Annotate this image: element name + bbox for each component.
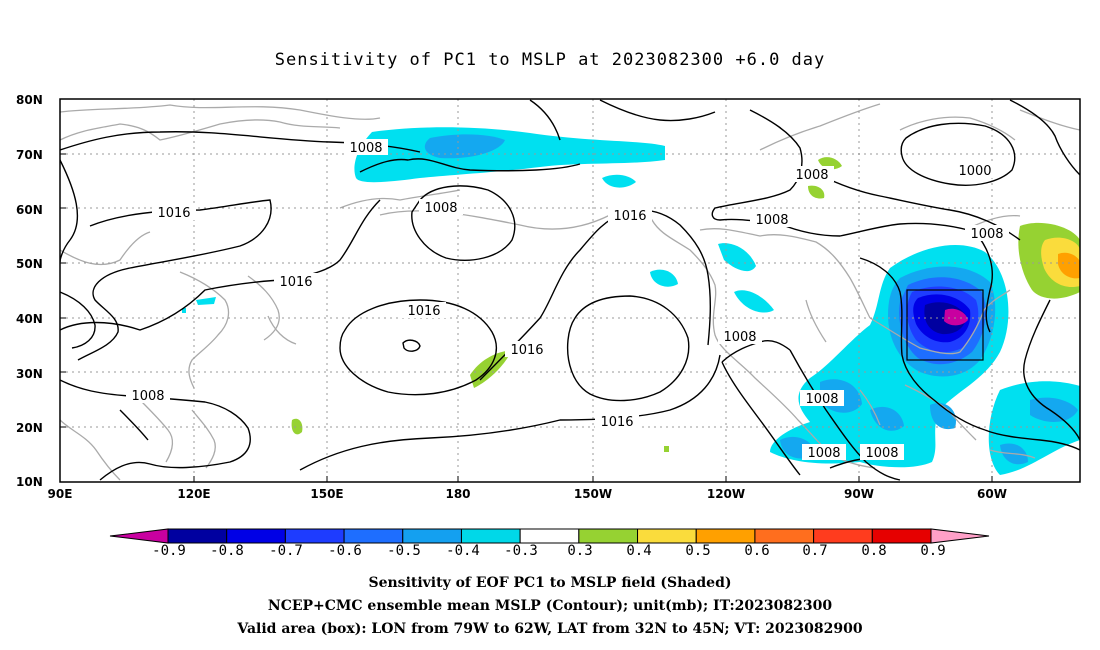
colorbar-cell: [813, 528, 873, 544]
isobar-label: 1016: [279, 275, 312, 290]
isobar-labels: 1008 1016 1008 1016 1016 1016 1016 1008 …: [126, 139, 1009, 461]
colorbar-label: -0.3: [504, 543, 538, 559]
colorbar-cell: [695, 528, 756, 544]
lon-label-90w: 90W: [844, 487, 874, 501]
isobar-label: 1008: [723, 330, 756, 345]
colorbar-label: 0.4: [626, 543, 652, 559]
isobar-label: 1016: [613, 209, 646, 224]
caption-contour: NCEP+CMC ensemble mean MSLP (Contour); u…: [267, 598, 833, 614]
colorbar-label: -0.8: [210, 543, 244, 559]
lon-label-180: 180: [445, 487, 471, 501]
isobar-label: 1016: [600, 415, 633, 430]
lon-label-120e: 120E: [177, 487, 211, 501]
isobar-label: 1008: [970, 227, 1003, 242]
isobar-label: 1016: [157, 206, 190, 221]
isobar-label: 1008: [755, 213, 788, 228]
valid-area-box: [906, 289, 984, 361]
colorbar-cell: [519, 528, 580, 544]
colorbar-label: 0.6: [744, 543, 770, 559]
coastlines: [60, 103, 1080, 481]
lat-label-50n: 50N: [16, 257, 43, 271]
colorbar-cell: [460, 528, 521, 544]
lon-label-60w: 60W: [977, 487, 1007, 501]
colorbar-label: 0.9: [920, 543, 946, 559]
lon-label-150e: 150E: [310, 487, 344, 501]
lat-label-80n: 80N: [16, 93, 43, 107]
colorbar: [109, 528, 990, 544]
colorbar-label: 0.3: [567, 543, 593, 559]
lon-label-120w: 120W: [706, 487, 746, 501]
axis-ticks: [60, 98, 993, 483]
isobar-label: 1008: [865, 446, 898, 461]
lon-label-90e: 90E: [47, 487, 73, 501]
colorbar-label: -0.5: [387, 543, 421, 559]
caption-shaded: Sensitivity of EOF PC1 to MSLP field (Sh…: [368, 575, 732, 591]
colorbar-cell: [226, 528, 286, 544]
colorbar-label: -0.7: [269, 543, 303, 559]
lon-label-150w: 150W: [573, 487, 613, 501]
colorbar-under-arrow: [109, 528, 169, 544]
isobar-label: 1000: [958, 164, 991, 179]
colorbar-cell: [343, 528, 404, 544]
colorbar-cell: [284, 528, 345, 544]
lat-label-40n: 40N: [16, 312, 43, 326]
colorbar-cell: [167, 528, 228, 544]
lat-label-70n: 70N: [16, 148, 43, 162]
colorbar-label: 0.7: [802, 543, 828, 559]
caption-valid-area: Valid area (box): LON from 79W to 62W, L…: [237, 621, 863, 637]
lat-label-10n: 10N: [16, 475, 43, 489]
lat-label-20n: 20N: [16, 421, 43, 435]
lat-label-60n: 60N: [16, 203, 43, 217]
colorbar-cell: [754, 528, 815, 544]
isobar-label: 1008: [807, 446, 840, 461]
isobar-label: 1008: [131, 389, 164, 404]
isobar-label: 1008: [805, 392, 838, 407]
isobar-label: 1008: [795, 168, 828, 183]
lat-label-30n: 30N: [16, 367, 43, 381]
colorbar-label: 0.8: [861, 543, 887, 559]
colorbar-cell: [578, 528, 639, 544]
isobar-label: 1016: [510, 343, 543, 358]
map-title: Sensitivity of PC1 to MSLP at 2023082300…: [274, 50, 826, 70]
colorbar-over-arrow: [930, 528, 990, 544]
colorbar-label: -0.4: [446, 543, 480, 559]
isobar-label: 1016: [407, 304, 440, 319]
sensitivity-shading: [182, 127, 1080, 475]
colorbar-label: -0.6: [328, 543, 362, 559]
colorbar-label: -0.9: [152, 543, 186, 559]
colorbar-cell: [402, 528, 462, 544]
colorbar-label: 0.5: [685, 543, 711, 559]
isobar-label: 1008: [349, 141, 382, 156]
map-frame: [59, 98, 1081, 483]
colorbar-cell: [871, 528, 932, 544]
colorbar-cell: [637, 528, 697, 544]
isobar-label: 1008: [424, 201, 457, 216]
